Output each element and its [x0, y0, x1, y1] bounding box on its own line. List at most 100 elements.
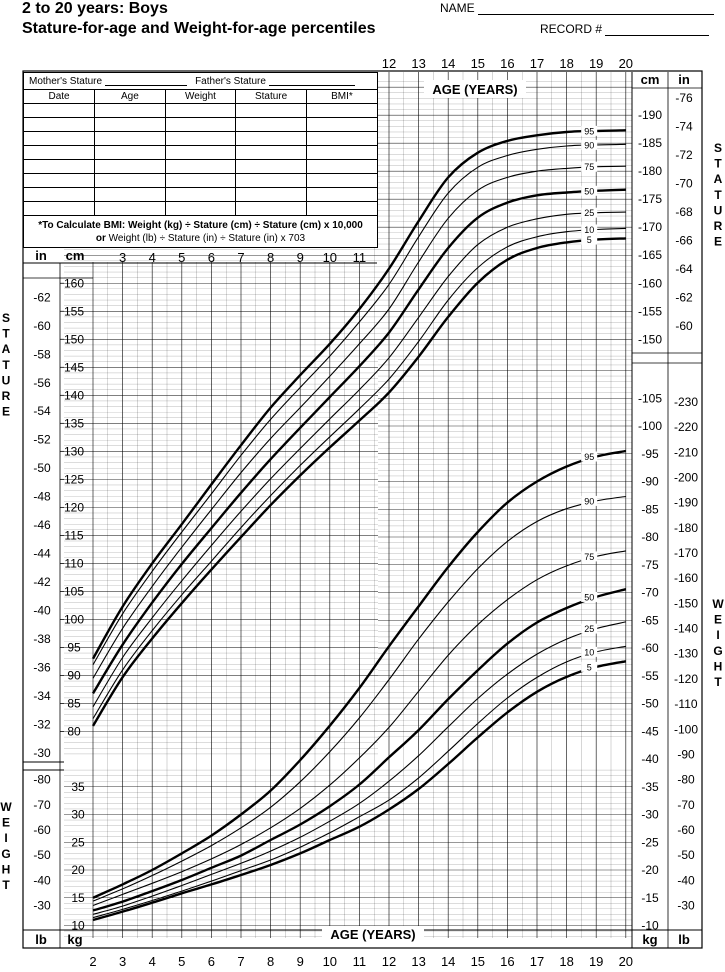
age-tick-label-mid: 8 [267, 250, 274, 265]
stature-in-tick-label: -48 [33, 490, 51, 504]
table-cell[interactable] [94, 103, 166, 118]
mothers-stature-label: Mother's Stature [29, 75, 103, 87]
stature-p95-line [91, 129, 626, 660]
table-cell[interactable] [305, 201, 377, 216]
table-cell[interactable] [164, 131, 237, 146]
weight-p25-label: 25 [584, 624, 594, 634]
table-cell[interactable] [305, 117, 377, 132]
weight-p90-label-bg [581, 495, 598, 506]
table-cell[interactable] [305, 131, 377, 146]
stature-side-label-right: S [714, 141, 722, 155]
table-cell[interactable] [305, 187, 377, 202]
table-cell[interactable] [235, 173, 307, 188]
stature-cm-tick-label: 135 [64, 416, 84, 430]
age-tick-label-top: 15 [471, 56, 485, 71]
stature-in-tick-label-right: -76 [675, 91, 693, 105]
table-cell[interactable] [94, 131, 166, 146]
stature-in-tick-label: -30 [33, 746, 51, 760]
table-cell[interactable] [235, 159, 307, 174]
weight-kg-tick-label-right: -25 [641, 835, 659, 849]
table-cell[interactable] [164, 173, 237, 188]
table-cell[interactable] [235, 201, 307, 216]
table-cell[interactable] [94, 145, 166, 160]
table-cell[interactable] [305, 159, 377, 174]
table-cell[interactable] [235, 117, 307, 132]
weight-lb-tick-label-right: -170 [674, 546, 698, 560]
stature-p25-label: 25 [584, 208, 594, 218]
table-cell[interactable] [94, 117, 166, 132]
record-table: Mother's Stature Father's Stature Date Ag… [23, 72, 378, 248]
age-tick-label-bottom: 7 [237, 954, 244, 969]
table-cell[interactable] [164, 145, 237, 160]
stature-cm-tick-label: 145 [64, 360, 84, 374]
table-row [24, 187, 377, 202]
table-cell[interactable] [24, 159, 96, 174]
weight-lb-tick-label-right: -200 [674, 471, 698, 485]
table-cell[interactable] [24, 131, 96, 146]
table-cell[interactable] [305, 173, 377, 188]
stature-in-tick-label-right: -60 [675, 319, 693, 333]
stature-p10-line [92, 227, 626, 719]
age-tick-label-mid: 9 [297, 250, 304, 265]
stature-cm-tick-label-right: -160 [638, 276, 662, 290]
table-row [24, 201, 377, 216]
stature-cm-tick-label-right: -170 [638, 220, 662, 234]
table-cell[interactable] [164, 201, 237, 216]
stature-in-tick-label-right: -68 [675, 205, 693, 219]
weight-p10-label: 10 [584, 647, 594, 657]
table-cell[interactable] [235, 103, 307, 118]
table-cell[interactable] [94, 159, 166, 174]
weight-side-label-left: I [4, 831, 7, 845]
name-input-line[interactable] [478, 3, 715, 15]
stature-in-tick-label-right: -70 [675, 177, 693, 191]
stature-p5-label: 5 [587, 235, 592, 245]
fathers-stature-field[interactable] [268, 76, 355, 86]
stature-in-tick-label: -50 [33, 461, 51, 475]
stature-side-label-left: T [2, 327, 10, 341]
table-cell[interactable] [235, 187, 307, 202]
table-cell[interactable] [24, 145, 96, 160]
table-cell[interactable] [305, 145, 377, 160]
weight-kg-tick-label-right: -65 [641, 613, 659, 627]
age-tick-label-mid: 10 [323, 250, 337, 265]
name-label: NAME [440, 1, 475, 15]
table-cell[interactable] [164, 187, 237, 202]
table-cell[interactable] [164, 103, 237, 118]
weight-lb-tick-label-right: -190 [674, 496, 698, 510]
stature-in-tick-label: -42 [33, 575, 51, 589]
table-cell[interactable] [24, 117, 96, 132]
table-cell[interactable] [24, 103, 96, 118]
table-cell[interactable] [164, 159, 237, 174]
stature-p5-line [91, 237, 626, 727]
weight-p50-line [92, 588, 627, 912]
table-cell[interactable] [235, 145, 307, 160]
table-cell[interactable] [164, 117, 237, 132]
age-tick-label-bottom: 15 [471, 954, 485, 969]
table-cell[interactable] [94, 201, 166, 216]
table-cell[interactable] [24, 201, 96, 216]
weight-p75-label-bg [581, 551, 598, 562]
table-cell[interactable] [24, 173, 96, 188]
weight-side-label-left: W [0, 800, 12, 814]
record-input-line[interactable] [605, 24, 710, 36]
weight-lb-tick-label-right: -80 [677, 773, 695, 787]
table-cell[interactable] [94, 187, 166, 202]
table-cell[interactable] [235, 131, 307, 146]
weight-p75-label: 75 [584, 552, 594, 562]
table-cell[interactable] [24, 187, 96, 202]
stature-in-tick-label: -44 [33, 547, 51, 561]
table-cell[interactable] [305, 103, 377, 118]
age-axis-title-top: AGE (YEARS) [432, 82, 517, 97]
weight-p25-line [92, 621, 626, 915]
stature-in-tick-label-right: -64 [675, 262, 693, 276]
table-cell[interactable] [94, 173, 166, 188]
stature-in-tick-label: -38 [33, 632, 51, 646]
name-field[interactable]: NAME [440, 1, 715, 15]
stature-cm-tick-label-right: -155 [638, 304, 662, 318]
mothers-stature-field[interactable] [105, 76, 188, 86]
weight-side-label-right: H [714, 659, 723, 673]
stature-in-tick-label: -40 [33, 603, 51, 617]
stature-p95-label-bg [581, 125, 598, 136]
table-row [24, 145, 377, 160]
record-field[interactable]: RECORD # [540, 22, 710, 36]
